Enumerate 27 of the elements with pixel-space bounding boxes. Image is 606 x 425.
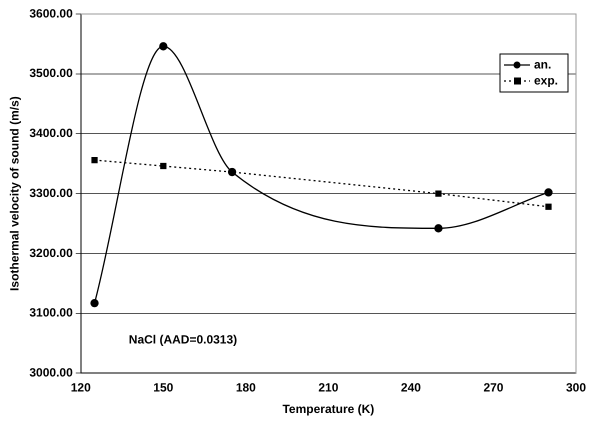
y-tick-label: 3100.00 [29,306,74,320]
point [91,156,98,164]
legend-label: exp. [534,73,558,88]
x-tick-label: 240 [400,380,422,395]
y-tick-label: 3400.00 [29,126,74,140]
legend-label: an. [534,57,552,72]
x-tick-label: 150 [153,380,174,395]
annotation: NaCl (AAD=0.0313) [128,332,238,347]
x-tick-label: 300 [566,380,586,395]
point [435,190,442,197]
y-tick-label: 3300.00 [29,186,74,200]
y-tick-label: 3200.00 [29,246,74,260]
x-tick-label: 120 [70,380,92,395]
point [544,188,553,197]
y-tick-label: 3500.00 [29,66,74,80]
point [90,299,99,308]
y-tick-label: 3600.00 [29,6,74,20]
x-tick-label: 210 [318,380,339,395]
x-tick-label: 270 [483,380,504,395]
point [434,224,443,232]
x-axis-title: Temperature (K) [282,402,374,416]
point [545,204,552,210]
x-tick-label: 180 [236,380,256,395]
point [159,42,168,50]
point [160,162,166,170]
y-axis-title: Isothermal velocity of sound (m/s) [8,96,22,291]
y-tick-label: 3000.00 [29,366,74,380]
